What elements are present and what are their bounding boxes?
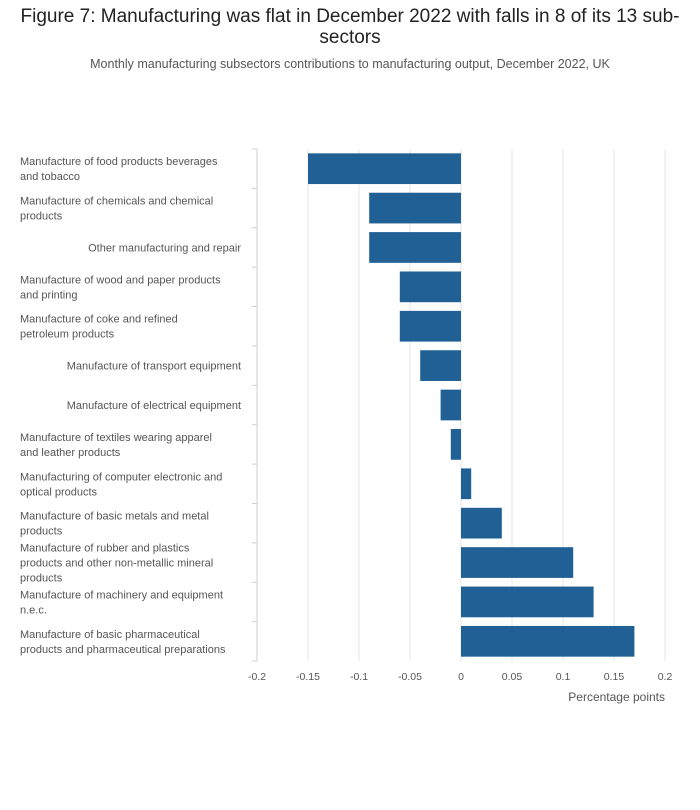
x-tick-label: 0.15: [604, 671, 625, 683]
category-label: Manufacture of food products beverages an…: [20, 156, 218, 183]
bar[interactable]: [461, 507, 502, 539]
x-tick-label: -0.1: [350, 671, 368, 683]
category-label-line: products and pharmaceutical preparations: [20, 644, 226, 656]
category-label: Manufacture of machinery and equipment n.…: [20, 589, 223, 616]
category-label: Manufacture of electrical equipment: [67, 400, 241, 412]
category-label-line: Manufacture of rubber and plastics: [20, 543, 190, 555]
x-tick-label: -0.15: [296, 671, 320, 683]
chart-title: Figure 7: Manufacturing was flat in Dece…: [20, 6, 680, 48]
category-label: Manufacturing of computer electronic and…: [20, 471, 222, 498]
category-label-line: products: [20, 573, 63, 585]
category-label-line: petroleum products: [20, 329, 115, 341]
category-label-line: and leather products: [20, 447, 121, 459]
bar-layer: [308, 153, 635, 657]
category-label-line: Manufacturing of computer electronic and: [20, 471, 222, 483]
category-label-line: Manufacture of textiles wearing apparel: [20, 432, 212, 444]
x-tick-label: 0.2: [658, 671, 673, 683]
category-label-line: and printing: [20, 289, 78, 301]
category-label-line: Manufacture of basic pharmaceutical: [20, 629, 200, 641]
x-axis-label: Percentage points: [568, 690, 665, 704]
bar[interactable]: [420, 350, 461, 381]
category-label-line: products: [20, 526, 63, 538]
category-label-line: Manufacture of food products beverages: [20, 156, 218, 168]
x-tick-label: 0.1: [556, 671, 571, 683]
bar[interactable]: [461, 468, 472, 500]
category-label: Other manufacturing and repair: [88, 242, 241, 254]
category-label-line: Manufacture of wood and paper products: [20, 274, 221, 286]
category-label-line: Manufacture of chemicals and chemical: [20, 196, 213, 208]
x-tick-label: 0.05: [502, 671, 523, 683]
category-label: Manufacture of coke and refined petroleum…: [20, 314, 178, 341]
category-label: Manufacture of transport equipment: [67, 361, 241, 373]
x-tick-label: -0.05: [398, 671, 422, 683]
bar[interactable]: [461, 547, 574, 578]
grid-layer: [307, 149, 666, 661]
bar[interactable]: [461, 586, 594, 618]
category-label-line: Manufacture of basic metals and metal: [20, 511, 209, 523]
category-label: Manufacture of textiles wearing apparel a…: [20, 432, 212, 459]
category-label: Manufacture of wood and paper products an…: [20, 274, 221, 301]
category-label: Manufacture of chemicals and chemical pro…: [20, 196, 213, 223]
category-label-line: Manufacture of transport equipment: [67, 361, 241, 373]
category-labels: Manufacture of food products beverages an…: [20, 156, 241, 656]
category-label-line: optical products: [20, 486, 98, 498]
x-axis: -0.2 -0.15 -0.1 -0.05 0 0.05 0.1 0.15 0.2: [248, 671, 672, 683]
category-label-line: products: [20, 211, 63, 223]
category-label: Manufacture of basic pharmaceutical produ…: [20, 629, 226, 656]
category-label-line: n.e.c.: [20, 604, 47, 616]
category-label: Manufacture of rubber and plastics produc…: [20, 543, 213, 585]
bar[interactable]: [399, 310, 461, 342]
bar[interactable]: [440, 389, 461, 421]
category-label: Manufacture of basic metals and metal pro…: [20, 511, 209, 538]
category-label-line: Other manufacturing and repair: [88, 242, 241, 254]
bar[interactable]: [369, 232, 461, 263]
category-label-line: products and other non-metallic mineral: [20, 558, 213, 570]
bar[interactable]: [308, 153, 461, 185]
x-tick-label: 0: [458, 671, 464, 683]
bar[interactable]: [369, 192, 461, 224]
category-label-line: Manufacture of electrical equipment: [67, 400, 241, 412]
category-label-line: Manufacture of coke and refined: [20, 314, 178, 326]
y-axis: [252, 148, 258, 662]
x-tick-label: -0.2: [248, 671, 266, 683]
bar[interactable]: [450, 429, 461, 460]
chart-subtitle: Monthly manufacturing subsectors contrib…: [90, 57, 610, 71]
category-label-line: and tobacco: [20, 171, 80, 183]
bar[interactable]: [399, 271, 461, 303]
category-label-line: Manufacture of machinery and equipment: [20, 589, 223, 601]
bar[interactable]: [461, 625, 635, 657]
